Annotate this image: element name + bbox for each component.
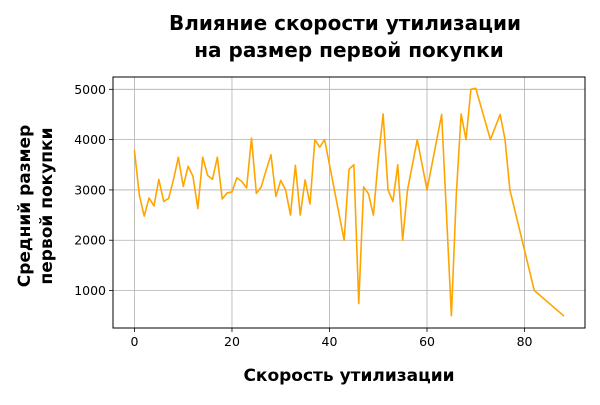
series-line: [133, 87, 565, 317]
plot-area-frame: [112, 76, 586, 329]
y-axis-label-line-2: первой покупки: [37, 128, 57, 285]
y-axis-label: Средний размер первой покупки: [15, 125, 57, 288]
axis-ticks: 0 20 40 60 80 1000 2000 3000 4000 5000: [74, 82, 532, 349]
y-tick-label: 3000: [74, 182, 106, 197]
y-tick-label: 2000: [74, 233, 106, 248]
chart-title-line-1: Влияние скорости утилизации: [169, 11, 521, 35]
grid-lines: [113, 77, 585, 328]
y-tick-label: 5000: [74, 82, 106, 97]
x-tick-label: 0: [130, 334, 138, 349]
y-tick-label: 4000: [74, 132, 106, 147]
chart-title-line-2: на размер первой покупки: [194, 38, 504, 62]
x-tick-label: 60: [419, 334, 435, 349]
x-tick-label: 80: [517, 334, 533, 349]
x-axis-label: Скорость утилизации: [243, 366, 454, 386]
y-tick-label: 1000: [74, 283, 106, 298]
x-tick-label: 40: [322, 334, 338, 349]
series-layer: [133, 87, 565, 317]
y-axis-label-line-1: Средний размер: [15, 125, 35, 288]
x-tick-label: 20: [224, 334, 240, 349]
